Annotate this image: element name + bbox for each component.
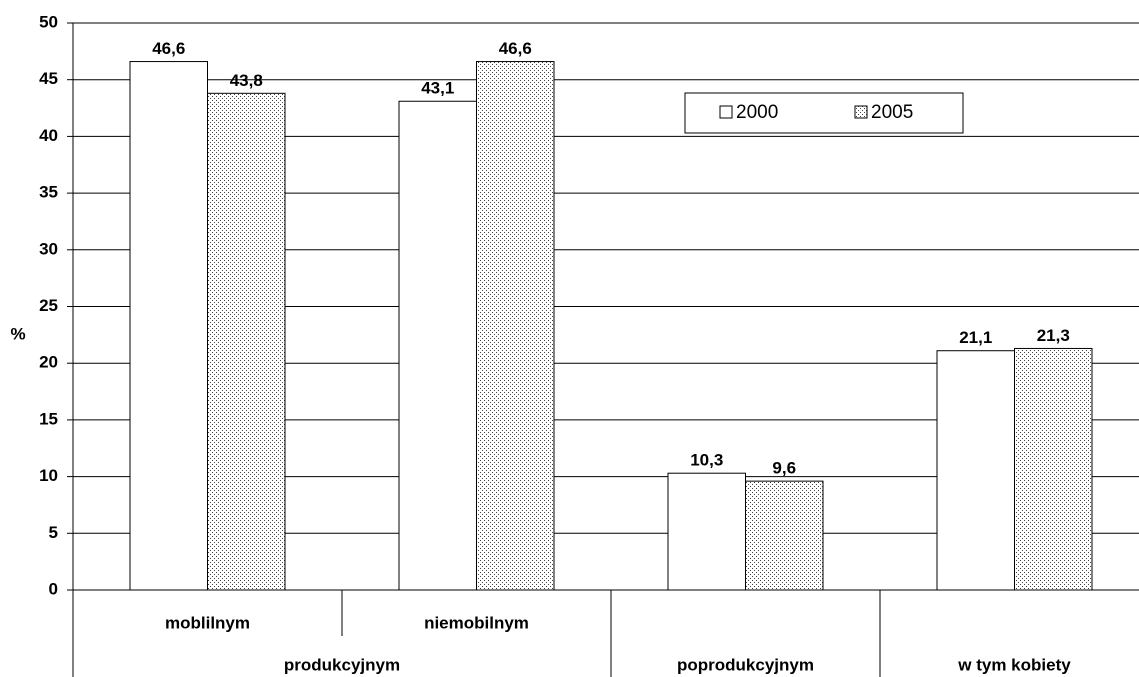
y-tick-label: 30 — [39, 239, 58, 258]
data-label: 21,1 — [959, 328, 992, 347]
y-tick-label: 35 — [39, 183, 58, 202]
bar — [936, 350, 1015, 591]
y-tick-label: 5 — [49, 523, 58, 542]
bar — [745, 480, 824, 591]
bar — [207, 92, 286, 591]
y-tick-label: 10 — [39, 466, 58, 485]
data-label: 43,1 — [421, 79, 454, 98]
y-tick-label: 0 — [49, 579, 58, 598]
y-tick-label: 20 — [39, 353, 58, 372]
x-tick-label: moblilnym — [165, 613, 250, 632]
legend-label: 2000 — [736, 102, 778, 123]
legend-swatch — [854, 105, 868, 119]
group-label: poprodukcyjnym — [677, 655, 814, 674]
data-label: 9,6 — [772, 459, 796, 478]
data-label: 10,3 — [690, 451, 723, 470]
legend-swatch — [719, 105, 733, 119]
bar — [476, 61, 555, 591]
y-tick-label: 45 — [39, 69, 58, 88]
bar — [129, 61, 208, 591]
group-label: produkcyjnym — [284, 655, 400, 674]
data-label: 46,6 — [499, 39, 532, 58]
y-tick-label: 40 — [39, 126, 58, 145]
bar — [398, 100, 477, 591]
y-tick-label: 50 — [39, 12, 58, 31]
data-label: 43,8 — [230, 71, 263, 90]
bar — [667, 472, 746, 591]
legend-label: 2005 — [871, 102, 913, 123]
data-label: 21,3 — [1037, 326, 1070, 345]
data-label: 46,6 — [152, 39, 185, 58]
y-tick-label: 15 — [39, 409, 58, 428]
group-label: w tym kobiety — [957, 655, 1071, 674]
y-axis-label: % — [10, 324, 25, 343]
bar — [1014, 347, 1093, 591]
x-tick-label: niemobilnym — [424, 613, 529, 632]
y-tick-label: 25 — [39, 296, 58, 315]
